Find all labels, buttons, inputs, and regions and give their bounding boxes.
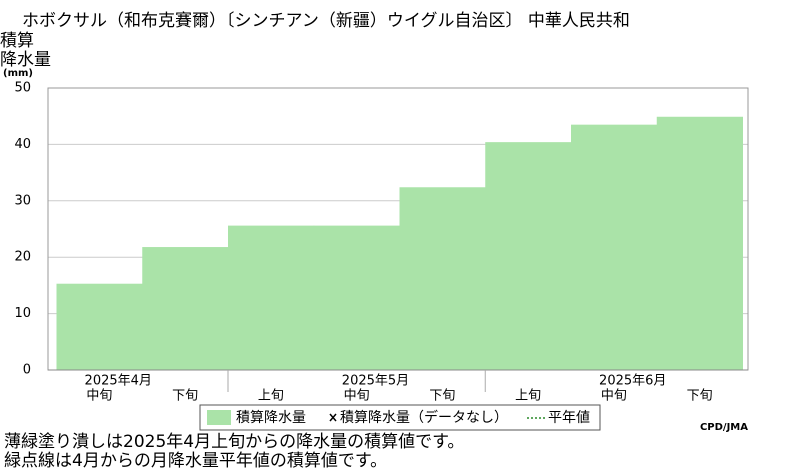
- y-tick-label: 0: [23, 363, 31, 378]
- month-label: 2025年5月: [342, 374, 409, 389]
- legend-label: 積算降水量（データなし）: [340, 409, 508, 426]
- x-tick-label: 中旬: [344, 389, 370, 404]
- legend-box: [199, 404, 601, 431]
- chart-title: ホボクサル（和布克賽爾）〔シンチアン（新疆）ウイグル自治区〕 中華人民共和: [22, 10, 630, 31]
- step-area-segment: [56, 283, 143, 370]
- y-tick-label: 40: [14, 137, 31, 152]
- x-tick-label: 下旬: [429, 389, 455, 404]
- note: 薄緑塗り潰しは2025年4月上旬からの降水量の積算値です。: [4, 431, 464, 452]
- y-tick-label: 20: [14, 250, 31, 265]
- x-tick-label: 上旬: [258, 389, 284, 404]
- plot: [48, 87, 748, 371]
- y-tick-label: 50: [14, 81, 31, 96]
- month-label: 2025年4月: [85, 374, 152, 389]
- x-tick-label: 下旬: [687, 389, 713, 404]
- y-label: 積算: [0, 31, 34, 51]
- x-tick-label: 中旬: [601, 389, 627, 404]
- legend-label: 積算降水量: [236, 410, 306, 426]
- y-label: 降水量: [0, 50, 51, 70]
- x-tick-label: 上旬: [515, 389, 541, 404]
- note: 緑点線は4月からの月降水量平年値の積算値です。: [4, 451, 387, 470]
- step-area-segment: [142, 247, 229, 370]
- legend-nodata-marker: [329, 413, 337, 422]
- step-area-segment: [485, 142, 572, 370]
- legend-swatch: [207, 410, 231, 425]
- step-area-segment: [228, 225, 315, 370]
- y-tick-label: 30: [14, 193, 31, 208]
- step-area-segment: [399, 187, 486, 370]
- y-unit: (mm): [3, 68, 33, 79]
- month-label: 2025年6月: [599, 374, 666, 389]
- x-tick-label: 下旬: [172, 389, 198, 404]
- y-tick-label: 10: [14, 306, 31, 321]
- step-area-segment: [571, 124, 658, 370]
- step-area-segment: [656, 116, 743, 370]
- credit: CPD/JMA: [700, 422, 748, 433]
- step-area-segment: [313, 225, 400, 370]
- legend-label: 平年値: [548, 410, 590, 426]
- x-tick-label: 中旬: [86, 389, 112, 404]
